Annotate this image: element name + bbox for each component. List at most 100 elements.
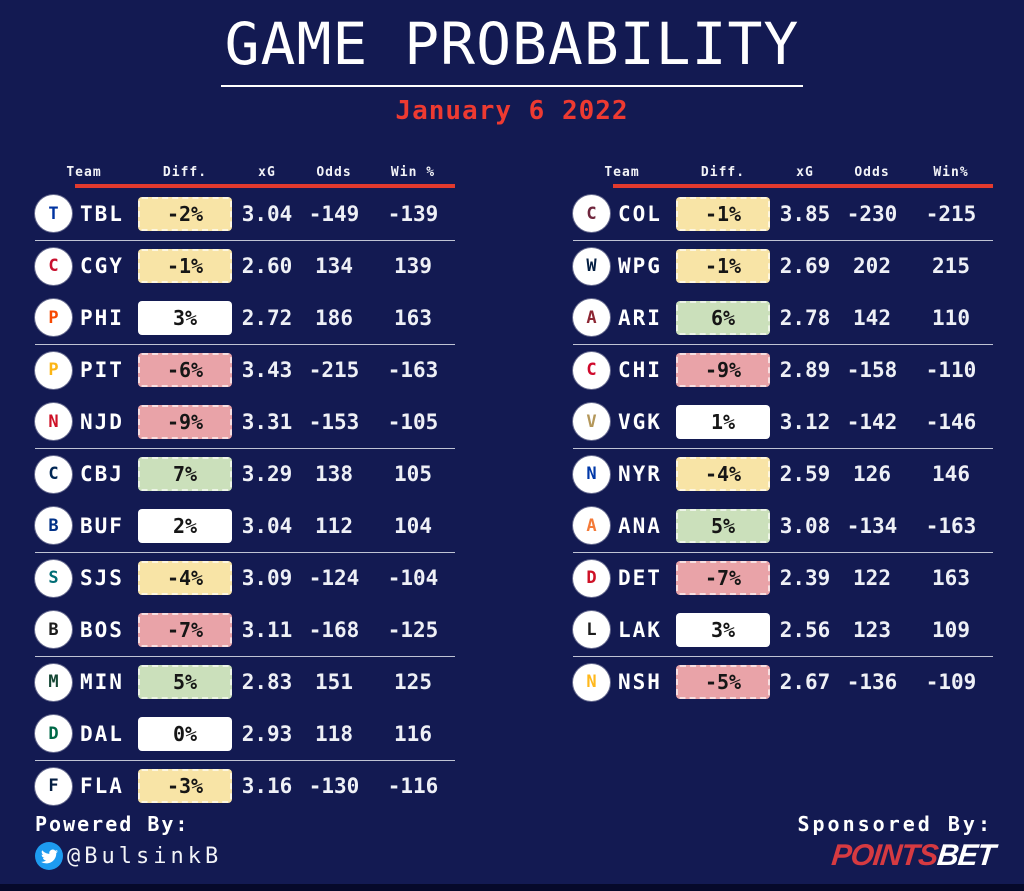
odds-value: 151 xyxy=(315,670,353,695)
team-abbrev: BUF xyxy=(80,513,124,538)
diff-cell: 7% xyxy=(133,457,237,492)
team-logo-letter: T xyxy=(48,203,59,224)
diff-badge: -2% xyxy=(138,196,232,231)
table-row: V VGK 1% 3.12 -142 -146 xyxy=(573,396,993,448)
diff-cell: -2% xyxy=(133,196,237,231)
team-logo: A xyxy=(573,299,610,337)
team-logo-letter: F xyxy=(48,776,59,797)
team-abbrev: NJD xyxy=(80,409,124,434)
team-logo: C xyxy=(573,351,610,389)
win-pct-value: 215 xyxy=(932,254,970,279)
diff-cell: 5% xyxy=(133,665,237,700)
diff-cell: -9% xyxy=(133,404,237,439)
diff-cell: -6% xyxy=(133,353,237,388)
odds-value: -142 xyxy=(846,409,898,434)
win-pct-value: 116 xyxy=(394,721,432,746)
table-row: B BOS -7% 3.11 -168 -125 xyxy=(35,604,455,656)
table-row: C CGY -1% 2.60 134 139 xyxy=(35,239,455,292)
twitter-handle: @BulsinkB xyxy=(67,843,223,869)
win-pct-value: 105 xyxy=(394,462,432,487)
diff-cell: -5% xyxy=(671,665,775,700)
diff-badge: 3% xyxy=(138,300,232,335)
left-game-table: Team Diff. xG Odds Win % T TBL -2% 3.04 -149… xyxy=(35,158,455,812)
tables-region: Team Diff. xG Odds Win % T TBL -2% 3.04 -149… xyxy=(0,158,1024,812)
diff-cell: 3% xyxy=(133,300,237,335)
team-abbrev: NYR xyxy=(618,462,662,487)
diff-badge: -5% xyxy=(676,665,770,700)
diff-badge: -7% xyxy=(676,561,770,596)
bottom-strip xyxy=(0,884,1024,891)
odds-value: -153 xyxy=(308,409,360,434)
table-row: D DAL 0% 2.93 118 116 xyxy=(35,708,455,760)
odds-value: 142 xyxy=(853,305,891,330)
team-abbrev: CBJ xyxy=(80,462,124,487)
team-logo: N xyxy=(573,455,610,493)
diff-badge: 6% xyxy=(676,300,770,335)
team-logo: S xyxy=(35,559,72,597)
odds-value: 112 xyxy=(315,513,353,538)
table-row: D DET -7% 2.39 122 163 xyxy=(573,551,993,604)
diff-badge: -1% xyxy=(676,196,770,231)
table-row: C CBJ 7% 3.29 138 105 xyxy=(35,447,455,500)
odds-value: 202 xyxy=(853,254,891,279)
xg-value: 2.93 xyxy=(241,721,293,746)
pointsbet-logo-bet: BET xyxy=(936,839,997,872)
team-abbrev: ANA xyxy=(618,513,662,538)
team-abbrev: CHI xyxy=(618,358,662,383)
odds-value: 122 xyxy=(853,566,891,591)
team-logo: C xyxy=(573,195,610,233)
xg-value: 2.72 xyxy=(241,305,293,330)
header: GAME PROBABILITY January 6 2022 xyxy=(0,0,1024,126)
diff-badge: 5% xyxy=(138,665,232,700)
powered-by-label: Powered By: xyxy=(35,812,190,836)
xg-value: 3.85 xyxy=(779,201,831,226)
xg-value: 3.11 xyxy=(241,617,293,642)
diff-cell: -1% xyxy=(671,249,775,284)
team-abbrev: MIN xyxy=(80,670,124,695)
xg-value: 2.83 xyxy=(241,670,293,695)
team-abbrev: NSH xyxy=(618,670,662,695)
team-logo: M xyxy=(35,663,72,701)
xg-value: 3.04 xyxy=(241,513,293,538)
diff-badge: -1% xyxy=(676,249,770,284)
odds-value: -136 xyxy=(846,670,898,695)
page-title: GAME PROBABILITY xyxy=(220,14,804,87)
diff-cell: 3% xyxy=(671,612,775,647)
odds-value: 118 xyxy=(315,721,353,746)
diff-cell: 6% xyxy=(671,300,775,335)
table-row: F FLA -3% 3.16 -130 -116 xyxy=(35,759,455,812)
sponsored-by-block: Sponsored By: POINTSBET xyxy=(797,812,996,873)
footer: Powered By: @BulsinkB Sponsored By: POIN… xyxy=(35,812,997,873)
table-row: P PHI 3% 2.72 186 163 xyxy=(35,292,455,344)
team-abbrev: VGK xyxy=(618,409,662,434)
diff-badge: 0% xyxy=(138,716,232,751)
team-logo: L xyxy=(573,611,610,649)
team-logo: T xyxy=(35,195,72,233)
diff-badge: -9% xyxy=(138,404,232,439)
diff-badge: 5% xyxy=(676,508,770,543)
win-pct-value: -105 xyxy=(387,409,439,434)
table-row: S SJS -4% 3.09 -124 -104 xyxy=(35,551,455,604)
pointsbet-logo-points: POINTS xyxy=(830,839,940,872)
team-abbrev: DET xyxy=(618,566,662,591)
odds-value: 186 xyxy=(315,305,353,330)
col-header-odds: Odds xyxy=(316,164,352,180)
table-row: A ARI 6% 2.78 142 110 xyxy=(573,292,993,344)
team-logo: N xyxy=(573,663,610,701)
team-logo: C xyxy=(35,247,72,285)
win-pct-value: 125 xyxy=(394,670,432,695)
odds-value: -124 xyxy=(308,566,360,591)
xg-value: 2.67 xyxy=(779,670,831,695)
win-pct-value: 163 xyxy=(932,566,970,591)
xg-value: 2.59 xyxy=(779,462,831,487)
team-logo-letter: D xyxy=(586,568,597,589)
pointsbet-logo: POINTSBET xyxy=(797,839,996,873)
win-pct-value: -104 xyxy=(387,566,439,591)
table-row: W WPG -1% 2.69 202 215 xyxy=(573,239,993,292)
team-abbrev: DAL xyxy=(80,721,124,746)
col-header-diff: Diff. xyxy=(700,164,746,180)
right-table-rows: C COL -1% 3.85 -230 -215 W WPG -1% 2.69 202 215 A ARI… xyxy=(573,188,993,708)
team-logo-letter: C xyxy=(48,464,59,485)
odds-value: 126 xyxy=(853,462,891,487)
team-logo-letter: N xyxy=(586,464,597,485)
